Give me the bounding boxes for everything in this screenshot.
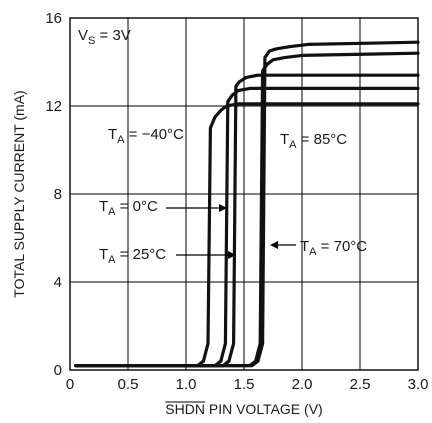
annotation-minus40c-sub: A [117, 134, 125, 146]
annotation-85c-rest: = 85°C [297, 131, 348, 148]
annotation-25c: TA = 25°C [99, 246, 166, 266]
series-line-5 [74, 40, 420, 368]
plot-frame [69, 17, 419, 371]
x-tick-label: 0.5 [118, 376, 139, 393]
y-tick-label: 8 [54, 186, 62, 203]
grid [70, 18, 418, 370]
annotation-25c-main: T [99, 246, 108, 263]
arrow-0c-head [219, 204, 227, 212]
annotation-minus40c-main: T [108, 126, 117, 143]
arrow-25c-head [228, 251, 236, 259]
annotation-25c-rest: = 25°C [116, 246, 167, 263]
x-tick-labels: 0 0.5 1.0 1.5 2.0 2.5 3.0 [66, 376, 429, 393]
x-tick-label: 1.0 [176, 376, 197, 393]
series-line-3 [74, 73, 420, 368]
annotation-70c-sub: A [309, 246, 317, 258]
annotation-0c: TA = 0°C [99, 198, 158, 218]
annotation-0c-main: T [99, 198, 108, 215]
y-tick-label: 12 [45, 98, 62, 115]
series-line-2 [74, 86, 420, 368]
annotation-85c: TA = 85°C [280, 131, 347, 151]
x-tick-label: 3.0 [408, 376, 429, 393]
y-tick-label: 0 [54, 362, 62, 379]
annotation-85c-main: T [280, 131, 289, 148]
condition-main: V [78, 27, 88, 44]
annotation-70c: TA = 70°C [300, 238, 367, 258]
x-tick-label: 1.5 [234, 376, 255, 393]
annotation-25c-sub: A [108, 254, 116, 266]
annotation-0c-rest: = 0°C [116, 198, 158, 215]
annotation-70c-rest: = 70°C [317, 238, 368, 255]
x-tick-label: 2.0 [292, 376, 313, 393]
x-tick-label: 2.5 [350, 376, 371, 393]
y-tick-label: 4 [54, 274, 62, 291]
condition-sub: S [88, 35, 95, 47]
annotation-0c-sub: A [108, 206, 116, 218]
arrow-70c-head [270, 241, 278, 249]
data-curves [74, 40, 420, 368]
condition-rest: = 3V [95, 27, 130, 44]
y-tick-label: 16 [45, 10, 62, 27]
y-axis-label: TOTAL SUPPLY CURRENT (mA) [11, 90, 27, 297]
annotation-85c-sub: A [289, 139, 297, 151]
condition-label: VS = 3V [78, 27, 131, 47]
annotation-minus40c: TA = −40°C [108, 126, 184, 146]
series-line-1 [74, 102, 420, 368]
annotation-minus40c-rest: = −40°C [125, 126, 185, 143]
annotation-70c-main: T [300, 238, 309, 255]
x-axis-label-rest: PIN VOLTAGE (V) [205, 401, 323, 417]
x-tick-label: 0 [66, 376, 74, 393]
x-axis-label: SHDN PIN VOLTAGE (V) [165, 401, 322, 417]
y-tick-labels: 0 4 8 12 16 [45, 10, 62, 379]
x-axis-label-overbar: SHDN [165, 401, 205, 417]
